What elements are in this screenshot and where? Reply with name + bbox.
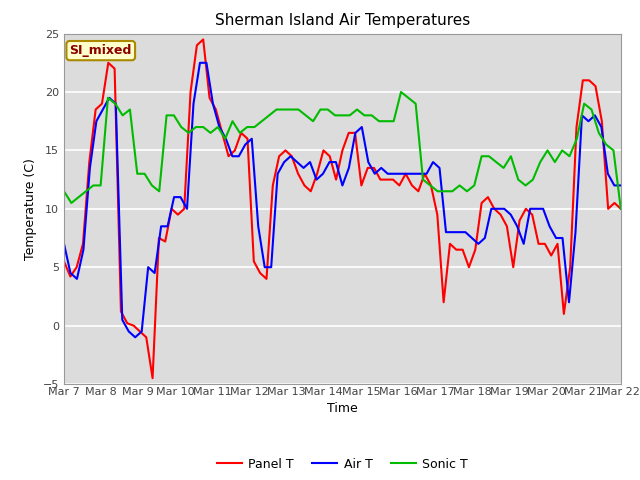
Text: SI_mixed: SI_mixed (70, 44, 132, 57)
Sonic T (251, 124, 259, 130)
Sonic T (368, 112, 376, 118)
Panel T (180, 206, 188, 212)
Air T (617, 182, 625, 188)
Panel T (148, 375, 156, 381)
Panel T (130, 323, 138, 328)
Y-axis label: Temperature (C): Temperature (C) (24, 158, 37, 260)
Panel T (60, 258, 68, 264)
Sonic T (397, 89, 405, 95)
Panel T (117, 309, 125, 314)
Air T (235, 154, 243, 159)
Air T (131, 335, 139, 340)
Line: Sonic T: Sonic T (64, 92, 621, 209)
Title: Sherman Island Air Temperatures: Sherman Island Air Temperatures (215, 13, 470, 28)
Line: Panel T: Panel T (64, 39, 621, 378)
Legend: Panel T, Air T, Sonic T: Panel T, Air T, Sonic T (212, 453, 473, 476)
Air T (189, 101, 197, 107)
Sonic T (60, 188, 68, 194)
Sonic T (287, 107, 295, 112)
Panel T (288, 154, 296, 159)
Sonic T (243, 124, 251, 130)
Sonic T (170, 112, 178, 118)
Air T (196, 60, 204, 66)
Sonic T (302, 112, 310, 118)
Air T (351, 130, 359, 136)
Air T (157, 223, 165, 229)
Panel T (199, 36, 207, 42)
Sonic T (617, 206, 625, 212)
Air T (60, 241, 68, 247)
Panel T (566, 264, 574, 270)
Line: Air T: Air T (64, 63, 621, 337)
Air T (306, 159, 314, 165)
X-axis label: Time: Time (327, 402, 358, 415)
Panel T (617, 206, 625, 212)
Panel T (358, 182, 365, 188)
Air T (526, 206, 534, 212)
